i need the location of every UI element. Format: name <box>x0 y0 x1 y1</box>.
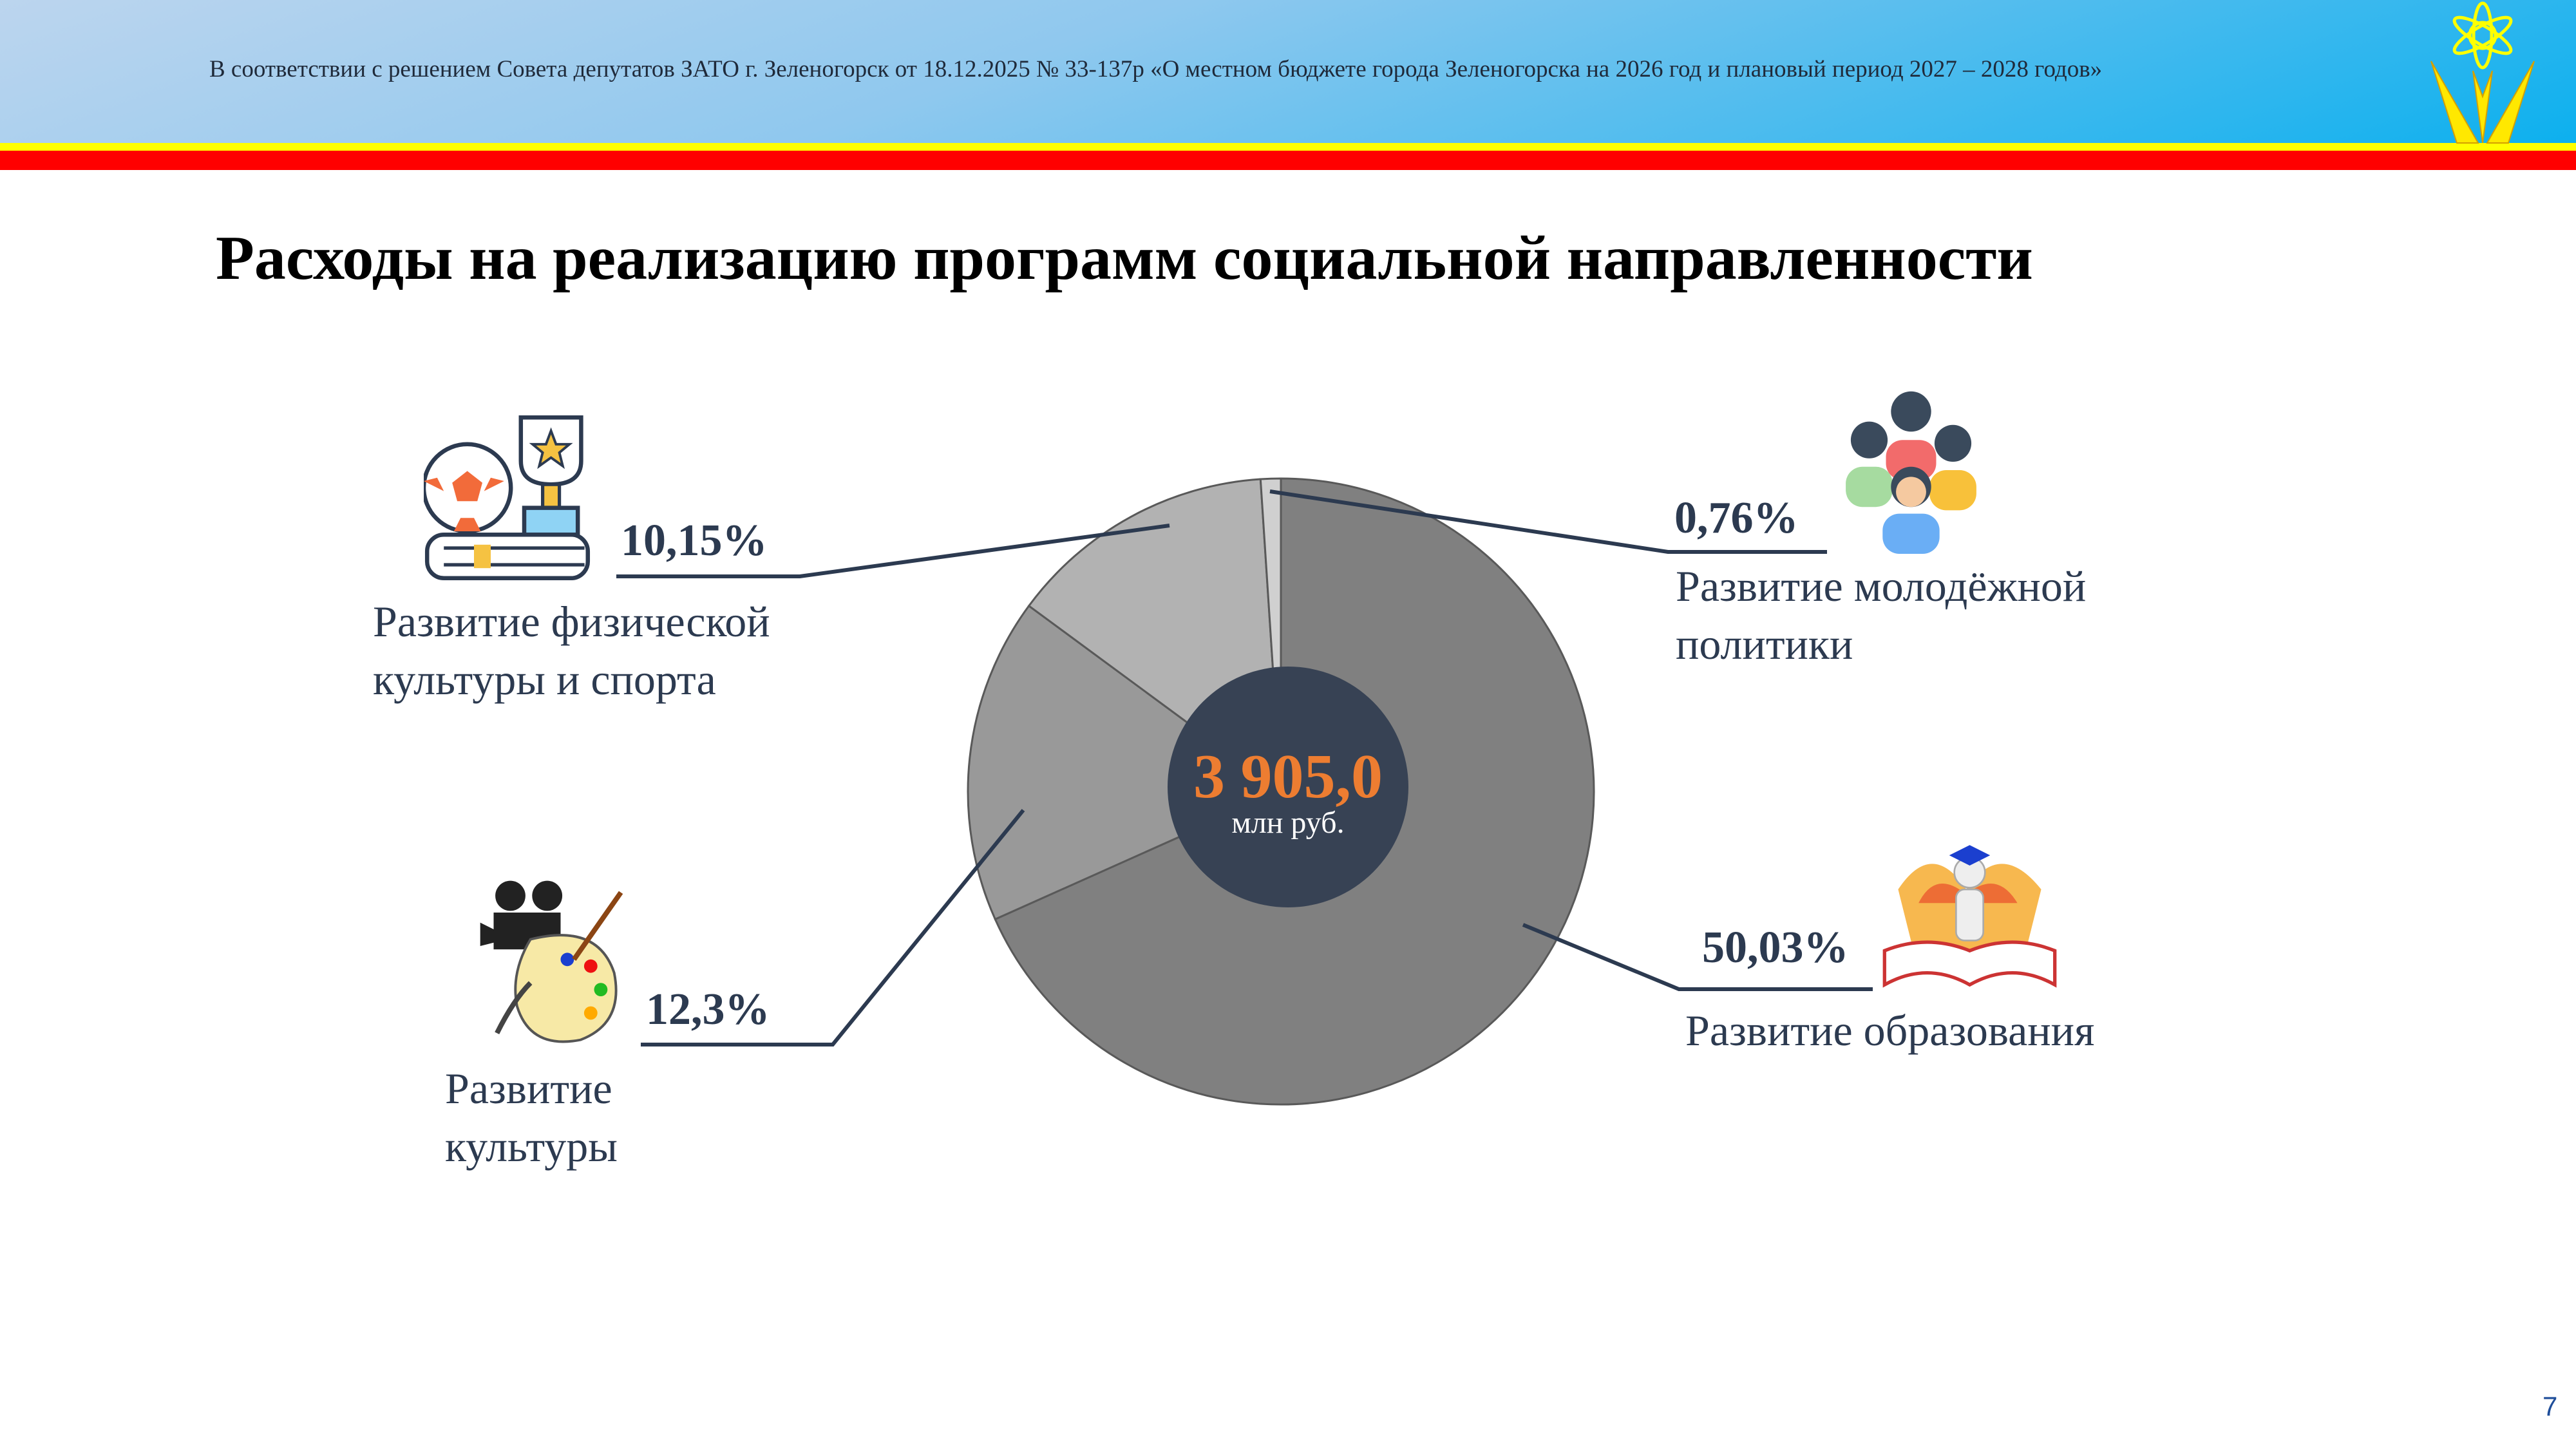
header-banner <box>0 0 2576 145</box>
header-stripe-yellow <box>0 143 2576 151</box>
category-label-culture-line1: Развитие <box>445 1064 612 1113</box>
page-number: 7 <box>2543 1391 2558 1421</box>
culture-camera-palette-icon <box>480 880 623 1043</box>
education-book-icon <box>1882 845 2057 988</box>
data-label-education: 50,03% <box>1702 923 1849 972</box>
category-label-youth: Развитие молодёжной политики <box>1676 557 2086 673</box>
data-label-youth: 0,76% <box>1674 493 1799 543</box>
header-stripe-red <box>0 151 2576 170</box>
city-logo-icon <box>2430 1 2535 144</box>
pie-slice-culture <box>967 604 1283 921</box>
sport-trophy-ball-icon <box>424 415 591 581</box>
category-label-sport-line1: Развитие физической <box>373 597 770 646</box>
page-title: Расходы на реализацию программ социально… <box>216 223 2033 293</box>
leader-line-sport <box>616 524 1170 578</box>
data-label-sport: 10,15% <box>621 516 768 565</box>
leader-line-education <box>1522 923 1873 991</box>
leader-line-culture <box>641 809 1025 1046</box>
category-label-culture-line2: культуры <box>445 1122 618 1171</box>
category-label-culture: Развитие культуры <box>445 1059 618 1175</box>
category-label-sport: Развитие физической культуры и спорта <box>373 592 770 708</box>
youth-people-icon <box>1846 391 1976 554</box>
header-text: В соответствии с решением Совета депутат… <box>209 56 2103 82</box>
data-label-culture: 12,3% <box>646 985 770 1034</box>
pie-total-value: 3 905,0 <box>1193 742 1383 811</box>
category-label-sport-line2: культуры и спорта <box>373 655 716 704</box>
pie-center-circle <box>1168 667 1408 907</box>
category-label-education: Развитие образования <box>1685 1006 2095 1055</box>
leader-line-youth <box>1269 489 1827 554</box>
pie-total-unit: млн руб. <box>1231 806 1344 840</box>
category-label-youth-line2: политики <box>1676 620 1853 668</box>
category-label-youth-line1: Развитие молодёжной <box>1676 562 2087 611</box>
